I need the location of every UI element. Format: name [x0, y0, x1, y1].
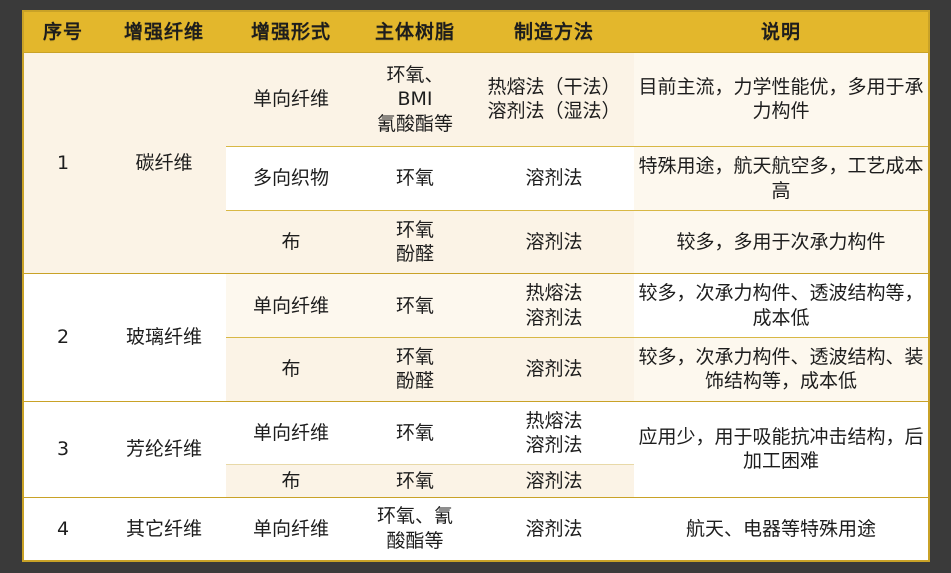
cell-form: 单向纤维 [226, 51, 356, 147]
cell-resin: 环氧 酚醛 [356, 336, 474, 402]
cell-method: 热熔法 溶剂法 [474, 400, 634, 465]
cell-index: 1 [24, 51, 102, 274]
cell-remark: 目前主流，力学性能优，多用于承力构件 [634, 51, 928, 147]
cell-resin: 环氧 [356, 464, 474, 498]
data-table: 序号 增强纤维 增强形式 主体树脂 制造方法 说明 1 碳纤维 单向纤维 环氧、… [24, 12, 928, 560]
cell-resin: 环氧 酚醛 [356, 209, 474, 274]
cell-resin: 环氧、 BMI 氰酸酯等 [356, 51, 474, 147]
cell-method: 热熔法 溶剂法 [474, 273, 634, 338]
cell-remark: 特殊用途，航天航空多，工艺成本高 [634, 146, 928, 211]
fiber-prepreg-table: 序号 增强纤维 增强形式 主体树脂 制造方法 说明 1 碳纤维 单向纤维 环氧、… [22, 10, 930, 562]
cell-method: 溶剂法 [474, 209, 634, 274]
cell-index: 4 [24, 496, 102, 560]
cell-fiber: 其它纤维 [102, 496, 226, 560]
cell-form: 布 [226, 464, 356, 498]
cell-fiber: 芳纶纤维 [102, 400, 226, 498]
cell-method: 溶剂法 [474, 464, 634, 498]
cell-remark: 较多，次承力构件、透波结构、装饰结构等，成本低 [634, 336, 928, 402]
cell-remark: 较多，次承力构件、透波结构等，成本低 [634, 273, 928, 338]
cell-remark: 较多，多用于次承力构件 [634, 209, 928, 274]
table-row: 2 玻璃纤维 单向纤维 环氧 热熔法 溶剂法 较多，次承力构件、透波结构等，成本… [24, 273, 928, 402]
table-row: 4 其它纤维 单向纤维 环氧、氰 酸酯等 溶剂法 航天、电器等特殊用途 [24, 496, 928, 560]
cell-form: 单向纤维 [226, 400, 356, 465]
table-row: 布 环氧 溶剂法 [24, 464, 928, 498]
cell-method: 溶剂法 [474, 146, 634, 211]
cell-remark: 航天、电器等特殊用途 [634, 496, 928, 560]
table-row: 1 碳纤维 单向纤维 环氧、 BMI 氰酸酯等 热熔法（干法） 溶剂法（湿法） … [24, 51, 928, 274]
table-row: 多向织物 环氧 溶剂法 特殊用途，航天航空多，工艺成本高 [24, 146, 928, 211]
cell-form: 单向纤维 [226, 273, 356, 338]
cell-form: 多向织物 [226, 146, 356, 211]
table-row: 布 环氧 酚醛 溶剂法 较多，次承力构件、透波结构、装饰结构等，成本低 [24, 336, 928, 402]
table-body: 1 碳纤维 单向纤维 环氧、 BMI 氰酸酯等 热熔法（干法） 溶剂法（湿法） … [24, 51, 928, 560]
cell-method: 溶剂法 [474, 496, 634, 560]
cell-resin: 环氧、氰 酸酯等 [356, 496, 474, 560]
header-cell-form: 增强形式 [226, 12, 356, 52]
cell-form: 布 [226, 336, 356, 402]
cell-remark: 应用少，用于吸能抗冲击结构，后加工困难 [634, 400, 928, 498]
table-header: 序号 增强纤维 增强形式 主体树脂 制造方法 说明 [24, 12, 928, 52]
header-cell-index: 序号 [24, 12, 102, 52]
cell-method: 热熔法（干法） 溶剂法（湿法） [474, 51, 634, 147]
header-cell-remark: 说明 [634, 12, 928, 52]
cell-resin: 环氧 [356, 273, 474, 338]
cell-resin: 环氧 [356, 400, 474, 465]
cell-fiber: 玻璃纤维 [102, 273, 226, 402]
cell-index: 2 [24, 273, 102, 402]
header-cell-fiber: 增强纤维 [102, 12, 226, 52]
header-row: 序号 增强纤维 增强形式 主体树脂 制造方法 说明 [24, 12, 928, 52]
table-row: 布 环氧 酚醛 溶剂法 较多，多用于次承力构件 [24, 209, 928, 274]
cell-fiber: 碳纤维 [102, 51, 226, 274]
cell-form: 布 [226, 209, 356, 274]
cell-form: 单向纤维 [226, 496, 356, 560]
header-cell-method: 制造方法 [474, 12, 634, 52]
cell-method: 溶剂法 [474, 336, 634, 402]
cell-resin: 环氧 [356, 146, 474, 211]
header-cell-resin: 主体树脂 [356, 12, 474, 52]
table-row: 3 芳纶纤维 单向纤维 环氧 热熔法 溶剂法 应用少，用于吸能抗冲击结构，后加工… [24, 400, 928, 498]
cell-index: 3 [24, 400, 102, 498]
